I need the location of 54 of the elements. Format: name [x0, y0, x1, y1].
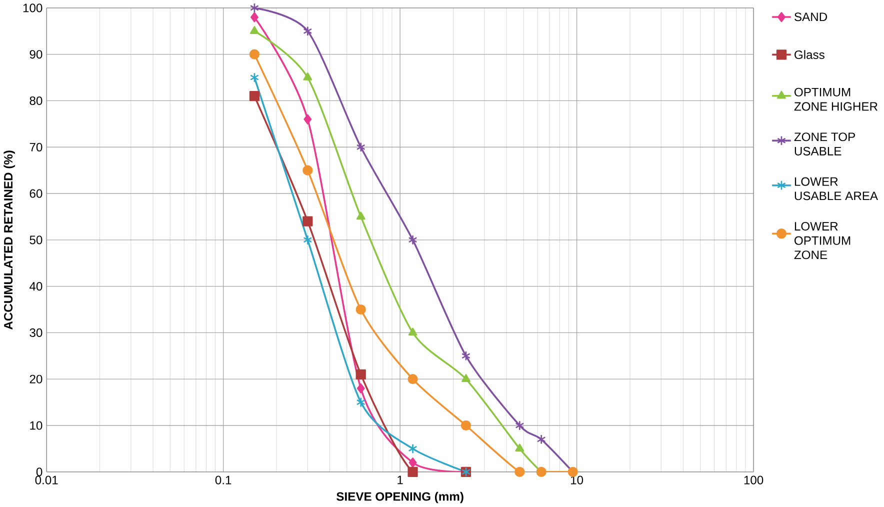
point	[356, 383, 365, 394]
point	[250, 2, 259, 14]
y-axis-title: ACCUMULATED RETAINED (%)	[4, 150, 15, 330]
y-tick-label: 50	[30, 236, 42, 244]
point	[303, 26, 312, 36]
y-tick-label: 70	[30, 142, 42, 152]
point	[514, 466, 525, 478]
point	[356, 369, 366, 380]
point	[249, 49, 260, 60]
y-tick-label: 10	[30, 421, 42, 430]
y-tick-label: 20	[30, 374, 42, 384]
point	[356, 212, 366, 220]
point	[462, 350, 470, 362]
point	[462, 374, 470, 382]
y-tick-label: 90	[30, 50, 42, 59]
point	[303, 72, 312, 80]
point	[408, 234, 418, 246]
point	[356, 142, 366, 152]
x-tick-label: 100	[744, 476, 764, 484]
point	[408, 374, 418, 384]
point	[250, 26, 259, 34]
y-tick-label: 40	[30, 282, 42, 291]
x-tick-label: 0.1	[215, 476, 232, 484]
legend-label: LOWER OPTIMUM ZONE	[794, 222, 850, 260]
point	[515, 444, 524, 452]
x-tick-label: 1	[398, 476, 403, 484]
point	[302, 216, 313, 226]
point	[302, 165, 313, 176]
y-tick-label: 80	[30, 96, 42, 106]
point	[515, 420, 524, 431]
x-tick-label: 10	[570, 476, 584, 484]
point	[304, 114, 312, 124]
legend-label: SAND	[794, 12, 828, 22]
legend-label: OPTIMUM ZONE HIGHER	[794, 88, 878, 111]
point	[408, 444, 418, 454]
legend-label: Glass	[794, 50, 824, 60]
point	[249, 91, 260, 102]
legend-label: ZONE TOP USABLE	[794, 132, 855, 156]
point	[303, 234, 312, 246]
x-tick-label: 0.01	[35, 476, 58, 484]
point	[408, 466, 418, 478]
point	[250, 12, 258, 22]
point	[460, 420, 472, 431]
x-axis-title: SIEVE OPENING (mm)	[336, 492, 464, 504]
point	[250, 72, 259, 83]
legend-label: LOWER USABLE AREA	[794, 177, 878, 200]
y-tick-label: 30	[30, 328, 42, 338]
point	[356, 397, 366, 408]
point	[408, 328, 418, 336]
y-tick-label: 100	[23, 4, 42, 12]
y-tick-label: 60	[30, 189, 42, 198]
point	[356, 304, 366, 315]
y-tick-label: 0	[36, 468, 42, 476]
point	[408, 458, 417, 468]
